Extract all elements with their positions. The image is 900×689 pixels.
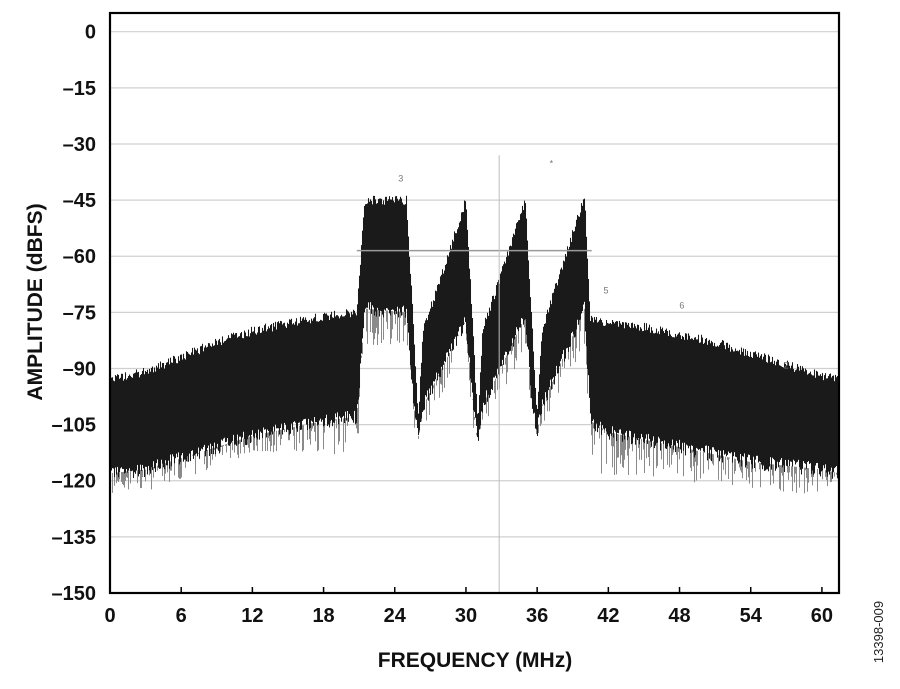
- x-tick-label: 30: [455, 605, 477, 627]
- plot-area: [109, 155, 840, 593]
- y-tick-label: –60: [63, 246, 96, 268]
- y-tick-label: –90: [63, 358, 96, 380]
- x-tick-label: 60: [811, 605, 833, 627]
- plot-frame: [108, 11, 841, 595]
- x-tick-label: 18: [312, 605, 334, 627]
- marker-label: 6: [679, 301, 684, 311]
- x-tick-label: 54: [740, 605, 763, 627]
- marker-label: 3: [398, 173, 403, 183]
- y-tick-label: –30: [63, 134, 96, 156]
- axes: 0 –15 –30 –45 –60 –75 –90 –105 –120 –135 –150 0 6 12 1…: [52, 11, 841, 627]
- y-tick-label: –150: [52, 583, 97, 605]
- x-tick-label: 12: [241, 605, 263, 627]
- marker-label: 2: [784, 360, 789, 370]
- marker-label: 5: [603, 286, 608, 296]
- y-tick-label: 0: [85, 22, 96, 44]
- y-tick-label: –75: [63, 302, 96, 324]
- y-tick-label: –105: [52, 415, 97, 437]
- y-tick-label: –120: [52, 471, 97, 493]
- marker-label: *: [550, 158, 554, 168]
- x-tick-label: 42: [597, 605, 619, 627]
- x-tick-label: 36: [526, 605, 548, 627]
- x-tick-label: 48: [668, 605, 690, 627]
- x-tick-label: 0: [104, 605, 115, 627]
- y-tick-label: –15: [63, 78, 96, 100]
- x-axis-title: FREQUENCY (MHz): [378, 649, 572, 672]
- y-tick-label: –135: [52, 527, 97, 549]
- x-tick-label: 6: [176, 605, 187, 627]
- figure-id: 13398-009: [871, 601, 886, 663]
- x-tick-label: 24: [384, 605, 407, 627]
- y-axis-title: AMPLITUDE (dBFS): [24, 203, 47, 400]
- annotations: 3 * 5 6 2: [398, 158, 789, 370]
- y-tick-label: –45: [63, 190, 96, 212]
